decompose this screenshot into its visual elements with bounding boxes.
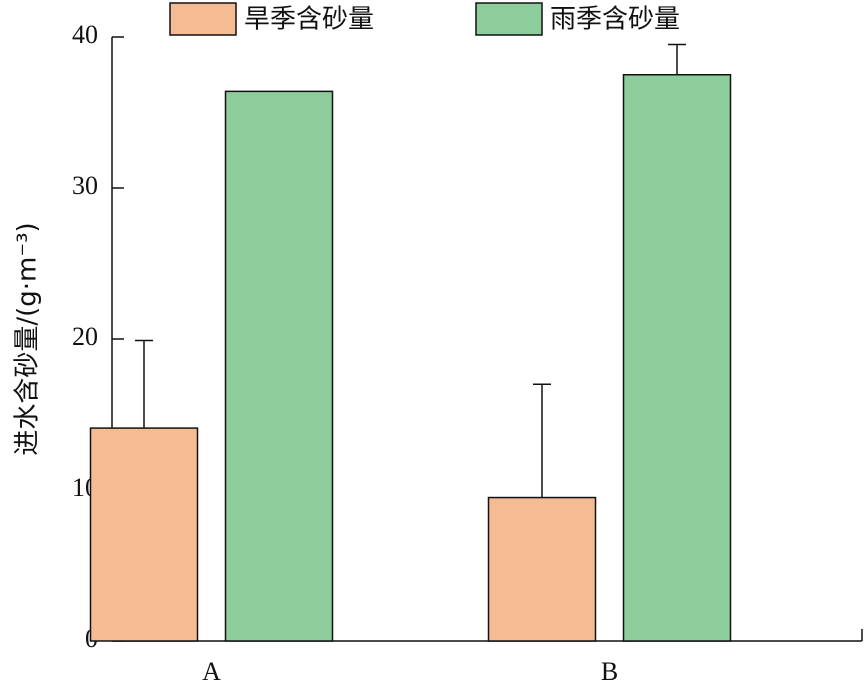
y-tick-label: 40 (72, 20, 98, 49)
bar (487, 496, 597, 642)
bar (622, 74, 732, 642)
legend-label: 旱季含砂量 (244, 5, 374, 35)
y-axis-label: 进水含砂量/(g·m⁻³) (13, 222, 43, 455)
x-tick-label: B (601, 657, 618, 686)
x-tick-label: A (202, 657, 221, 686)
bar (89, 427, 199, 642)
y-tick-label: 30 (72, 171, 98, 200)
legend-label: 雨季含砂量 (550, 5, 680, 35)
legend-swatch (169, 2, 237, 36)
y-tick-label: 20 (72, 322, 98, 351)
bar (224, 90, 334, 642)
legend-swatch (475, 2, 543, 36)
